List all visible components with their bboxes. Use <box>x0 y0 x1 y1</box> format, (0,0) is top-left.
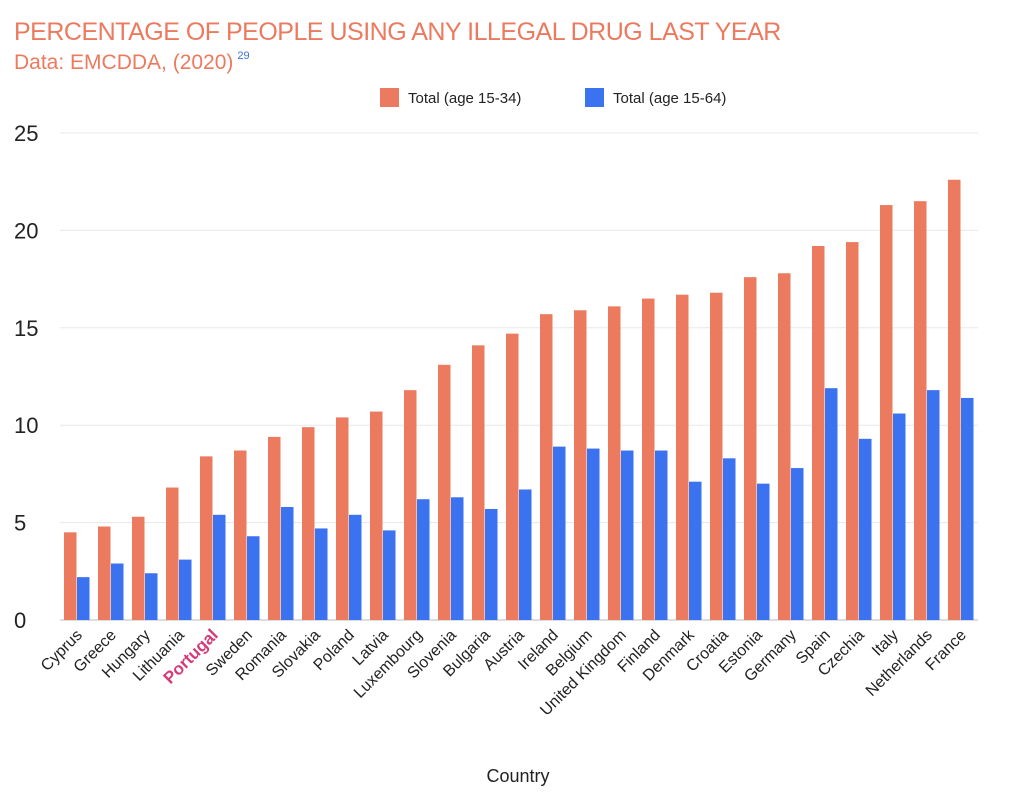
y-tick-label: 15 <box>14 316 38 341</box>
chart-subtitle: Data: EMCDDA, (2020) 29 <box>14 50 250 75</box>
footnote-ref[interactable]: 29 <box>237 50 250 62</box>
legend-swatch <box>380 88 399 107</box>
bar-age-15-64 <box>961 397 974 620</box>
bar-age-15-34 <box>132 516 145 620</box>
bar-age-15-64 <box>791 468 804 620</box>
bar-age-15-64 <box>655 450 668 620</box>
bar-age-15-64 <box>383 530 396 620</box>
bar-age-15-34 <box>472 345 485 620</box>
chart-title: PERCENTAGE OF PEOPLE USING ANY ILLEGAL D… <box>14 18 781 46</box>
bar-age-15-64 <box>145 573 158 620</box>
legend-swatch <box>585 88 604 107</box>
bar-age-15-34 <box>302 427 315 620</box>
legend-label: Total (age 15-34) <box>408 90 521 107</box>
bar-age-15-34 <box>336 417 349 620</box>
bar-age-15-64 <box>757 483 770 620</box>
bar-age-15-64 <box>451 497 464 620</box>
bar-age-15-34 <box>710 292 723 620</box>
bar-age-15-64 <box>621 450 634 620</box>
bar-age-15-34 <box>778 273 791 620</box>
bar-age-15-64 <box>723 458 736 620</box>
bar-age-15-64 <box>689 481 702 620</box>
bar-age-15-34 <box>812 245 825 620</box>
bar-age-15-64 <box>519 489 532 620</box>
bar-age-15-64 <box>111 563 124 620</box>
bar-age-15-34 <box>268 436 281 620</box>
bar-age-15-34 <box>744 277 757 620</box>
bar-age-15-64 <box>417 499 430 620</box>
bar-age-15-64 <box>893 413 906 620</box>
source-text: Data: EMCDDA, (2020) <box>14 51 234 74</box>
x-axis-label: Country <box>486 766 549 786</box>
bar-age-15-34 <box>234 450 247 620</box>
bar-age-15-64 <box>281 507 294 620</box>
bar-age-15-34 <box>98 526 111 620</box>
bar-age-15-64 <box>77 577 90 620</box>
bar-age-15-34 <box>676 294 689 620</box>
y-tick-label: 0 <box>14 608 26 633</box>
bar-age-15-34 <box>166 487 179 620</box>
y-tick-label: 10 <box>14 413 38 438</box>
y-tick-label: 25 <box>14 121 38 146</box>
bar-age-15-64 <box>859 438 872 620</box>
bar-age-15-64 <box>825 388 838 620</box>
bar-age-15-34 <box>846 242 859 620</box>
bar-age-15-34 <box>64 532 77 620</box>
bar-age-15-34 <box>880 205 893 621</box>
bar-age-15-34 <box>370 411 383 620</box>
bar-age-15-34 <box>404 390 417 620</box>
bar-age-15-64 <box>349 514 362 620</box>
bar-age-15-34 <box>506 333 519 620</box>
bar-age-15-34 <box>642 298 655 620</box>
bar-age-15-64 <box>553 446 566 620</box>
bar-age-15-64 <box>927 390 940 620</box>
bar-age-15-34 <box>608 306 621 620</box>
y-tick-label: 20 <box>14 218 38 243</box>
bar-age-15-34 <box>438 364 451 620</box>
bar-age-15-34 <box>200 456 213 620</box>
bar-age-15-64 <box>213 514 226 620</box>
bar-age-15-64 <box>179 559 192 620</box>
bar-age-15-34 <box>948 179 961 620</box>
legend-label: Total (age 15-64) <box>613 90 726 107</box>
bar-age-15-64 <box>247 536 260 620</box>
bar-age-15-34 <box>914 201 927 620</box>
y-tick-label: 5 <box>14 511 26 536</box>
bar-age-15-64 <box>485 508 498 620</box>
bar-age-15-34 <box>540 314 553 620</box>
bar-age-15-34 <box>574 310 587 620</box>
bar-age-15-64 <box>587 448 600 620</box>
bar-age-15-64 <box>315 528 328 620</box>
